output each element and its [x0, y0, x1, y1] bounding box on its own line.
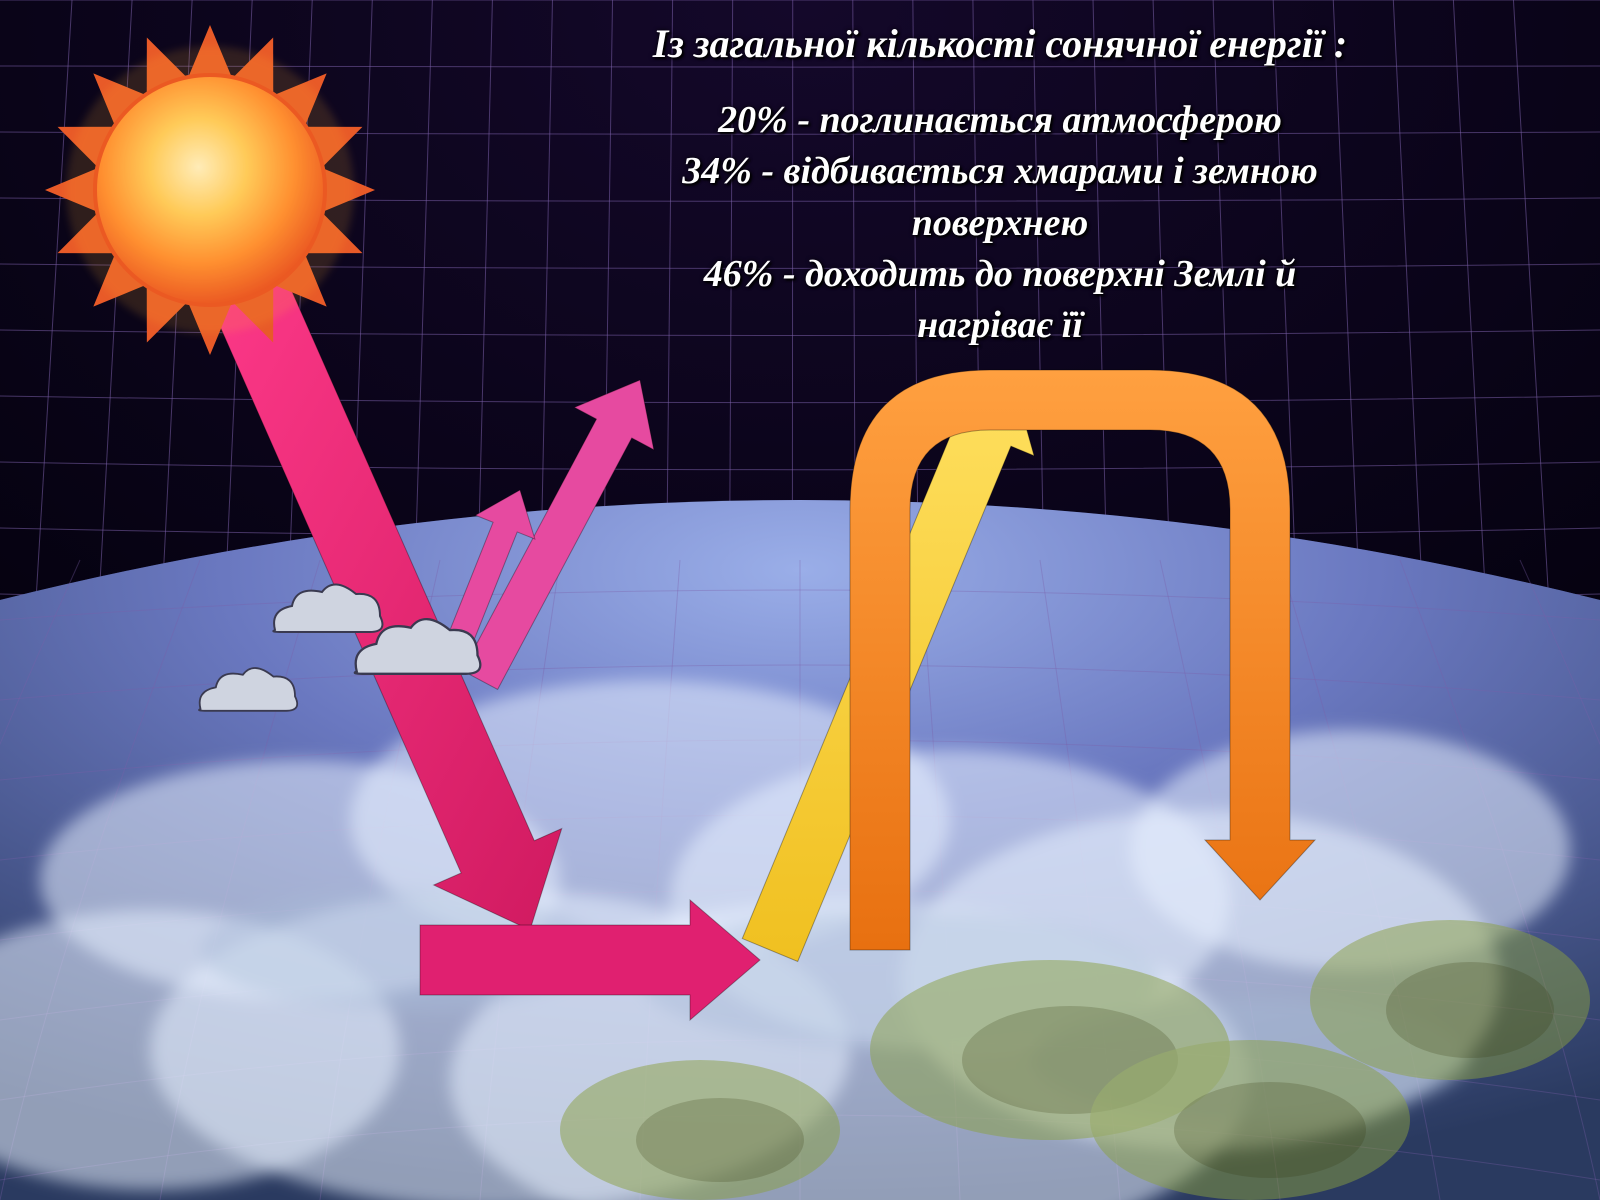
sun-icon [45, 25, 375, 355]
info-line-4: 46% - доходить до поверхні Землі й [460, 249, 1540, 300]
diagram-stage: Із загальної кількості сонячної енергії … [0, 0, 1600, 1200]
info-text-block: Із загальної кількості сонячної енергії … [460, 20, 1540, 351]
info-line-3: поверхнею [460, 198, 1540, 249]
info-line-5: нагріває її [460, 300, 1540, 351]
info-line-2: 34% - відбивається хмарами і земною [460, 146, 1540, 197]
info-title: Із загальної кількості сонячної енергії … [460, 20, 1540, 67]
info-line-1: 20% - поглинається атмосферою [460, 95, 1540, 146]
